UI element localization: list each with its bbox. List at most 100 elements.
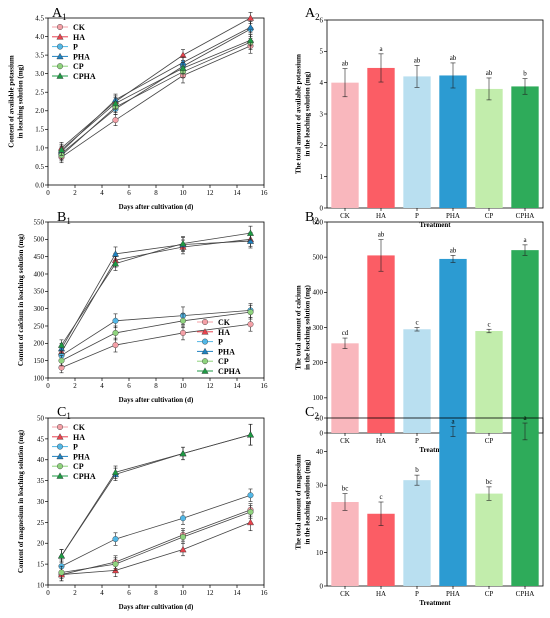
y-tick-label: 100 xyxy=(313,394,324,402)
plot-frame xyxy=(326,221,544,434)
x-tick-label: 2 xyxy=(73,189,77,197)
data-point xyxy=(247,492,254,499)
panel-label: C2 xyxy=(305,405,319,421)
significance-letter: c xyxy=(415,319,418,327)
y-tick-label: 300 xyxy=(34,305,45,313)
data-point xyxy=(179,545,187,553)
data-point xyxy=(112,329,119,336)
y-tick-label: 2 xyxy=(320,142,324,150)
y-tick-label: 3.0 xyxy=(35,70,44,78)
x-tick-label: 2 xyxy=(73,589,77,597)
data-point xyxy=(112,536,119,543)
data-point xyxy=(179,329,186,336)
y-tick-label: 0 xyxy=(320,429,324,437)
y-axis-label: The total amount of magnesium xyxy=(295,454,303,549)
panel-label: B1 xyxy=(57,210,71,226)
panel-C2: 01020304050bcCKcHAbPaPHAbcCPaCPHATreatme… xyxy=(295,405,544,607)
x-tick-label: 2 xyxy=(73,382,77,390)
x-tick-label: CK xyxy=(340,212,350,220)
y-tick-label: 200 xyxy=(34,340,45,348)
series-cp xyxy=(58,304,254,367)
series-p xyxy=(58,488,254,573)
x-tick-label: CP xyxy=(485,590,494,598)
significance-letter: c xyxy=(487,320,490,328)
series-line xyxy=(61,434,251,556)
legend-entry: CP xyxy=(73,462,84,471)
x-tick-label: HA xyxy=(376,212,386,220)
y-tick-label: 450 xyxy=(34,253,45,261)
legend-entry: P xyxy=(218,338,223,347)
data-point xyxy=(57,424,64,431)
x-tick-label: 0 xyxy=(46,589,50,597)
x-tick-label: 8 xyxy=(154,189,158,197)
y-tick-label: 250 xyxy=(34,322,45,330)
data-point xyxy=(57,146,66,153)
y-axis-label: Content of magnesium in leaching solutio… xyxy=(17,429,25,573)
x-tick-label: 0 xyxy=(46,189,50,197)
x-tick-label: 12 xyxy=(207,589,215,597)
significance-letter: b xyxy=(523,70,527,78)
bar xyxy=(475,88,503,208)
x-axis-label: Days after cultivation (d) xyxy=(119,396,194,404)
bar xyxy=(511,250,539,433)
y-tick-label: 5 xyxy=(320,48,324,56)
series-cpha xyxy=(57,423,255,563)
panel-B1: 0 2 4 6 8 10 12 14 16 100 150 200 250 300 350 400 450 500… xyxy=(17,210,268,404)
significance-letter: bc xyxy=(486,478,493,486)
x-tick-label: CP xyxy=(485,212,494,220)
data-point xyxy=(246,229,255,236)
series-line xyxy=(61,511,251,573)
x-tick-label: CK xyxy=(340,590,350,598)
data-point xyxy=(246,518,255,526)
x-tick-label: 16 xyxy=(261,382,269,390)
y-tick-label: 4 xyxy=(320,79,324,87)
data-point xyxy=(246,36,255,44)
bar xyxy=(511,431,539,586)
plot-frame xyxy=(326,417,544,587)
significance-letter: bc xyxy=(342,485,349,493)
data-point xyxy=(57,443,64,450)
y-tick-label: 400 xyxy=(34,270,45,278)
series-cpha xyxy=(57,34,255,156)
x-tick-label: 0 xyxy=(46,382,50,390)
x-tick-label: 12 xyxy=(207,189,215,197)
y-tick-label: 350 xyxy=(34,288,45,296)
y-tick-label: 0.5 xyxy=(35,163,44,171)
data-point xyxy=(57,552,66,559)
panel-label-sub: 1 xyxy=(62,12,67,22)
y-tick-label: 550 xyxy=(34,218,45,226)
series-line xyxy=(61,240,251,349)
series-line xyxy=(61,310,251,356)
data-point xyxy=(57,463,64,470)
series-line xyxy=(61,311,251,362)
panel-label: C1 xyxy=(57,405,71,421)
legend-entry: CK xyxy=(73,23,86,32)
data-point xyxy=(57,341,66,348)
y-tick-label: 300 xyxy=(313,324,324,332)
data-point xyxy=(179,64,187,71)
panel-label-sub: 1 xyxy=(66,216,71,226)
series-line xyxy=(61,17,251,149)
bar xyxy=(403,480,431,586)
data-point xyxy=(111,99,120,107)
series-cp xyxy=(58,505,254,580)
data-point xyxy=(56,52,64,60)
y-tick-label: 200 xyxy=(313,359,324,367)
y-tick-label: 1.5 xyxy=(35,126,44,134)
x-axis-label: Days after cultivation (d) xyxy=(119,603,194,611)
legend-entry: PHA xyxy=(218,347,235,356)
y-tick-label: 15 xyxy=(37,561,45,569)
y-tick-label: 40 xyxy=(37,456,45,464)
data-point xyxy=(246,431,255,438)
bar xyxy=(367,67,395,208)
y-tick-label: 20 xyxy=(316,515,324,523)
legend-entry: HA xyxy=(73,433,85,442)
x-tick-label: PHA xyxy=(446,590,460,598)
data-point xyxy=(56,433,64,440)
legend-entry: P xyxy=(73,43,78,52)
y-axis-label: Content of calcium in leaching solution … xyxy=(17,233,25,366)
series-ck xyxy=(58,317,254,374)
x-tick-label: 14 xyxy=(234,382,242,390)
y-tick-label: 45 xyxy=(37,435,45,443)
